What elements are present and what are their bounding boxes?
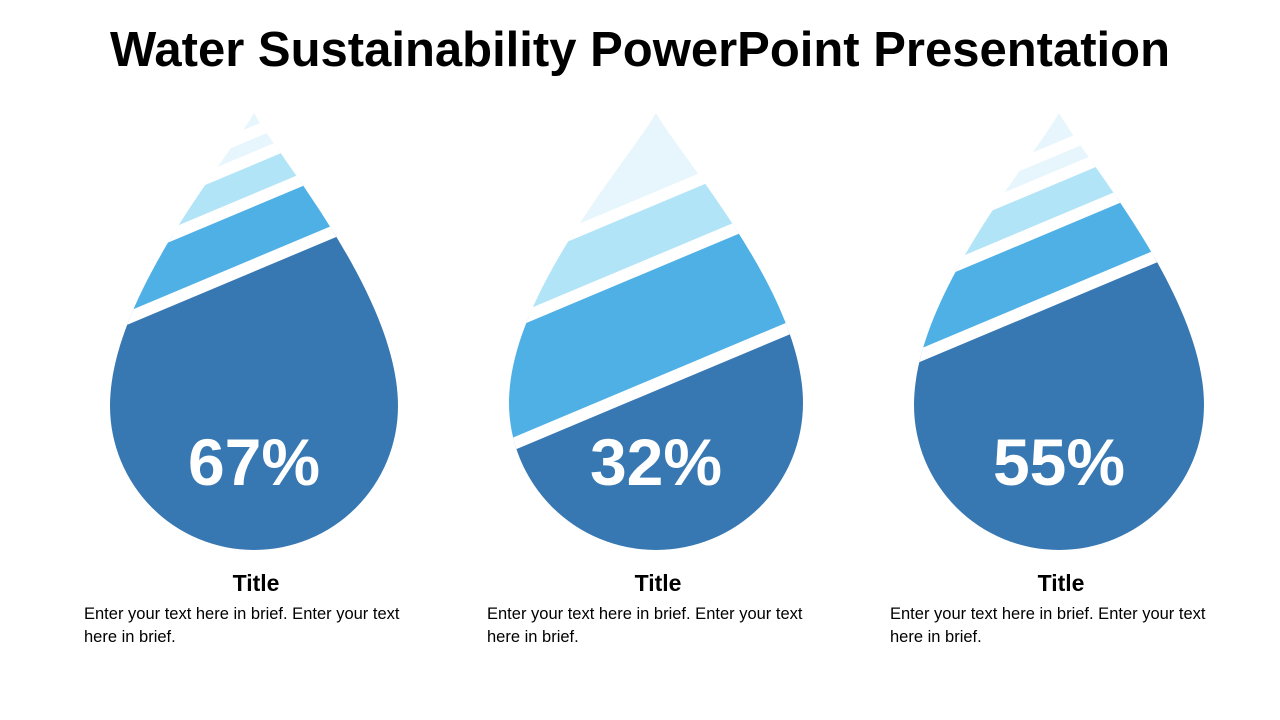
drop-fill-level (509, 300, 803, 550)
drop-fill-level (110, 181, 398, 550)
item-title: Title (1037, 570, 1085, 596)
item-title: Title (634, 570, 682, 596)
drop-fill-level (914, 213, 1204, 550)
item-description: Enter your text here in brief. Enter you… (890, 605, 1206, 646)
drop-percent: 55% (992, 425, 1126, 499)
drop-percent: 32% (589, 425, 723, 499)
item-description: Enter your text here in brief. Enter you… (84, 605, 400, 646)
slide-title: Water Sustainability PowerPoint Presenta… (109, 23, 1171, 77)
item-description: Enter your text here in brief. Enter you… (487, 605, 803, 646)
item-title: Title (232, 570, 280, 596)
drop-percent: 67% (187, 425, 321, 499)
